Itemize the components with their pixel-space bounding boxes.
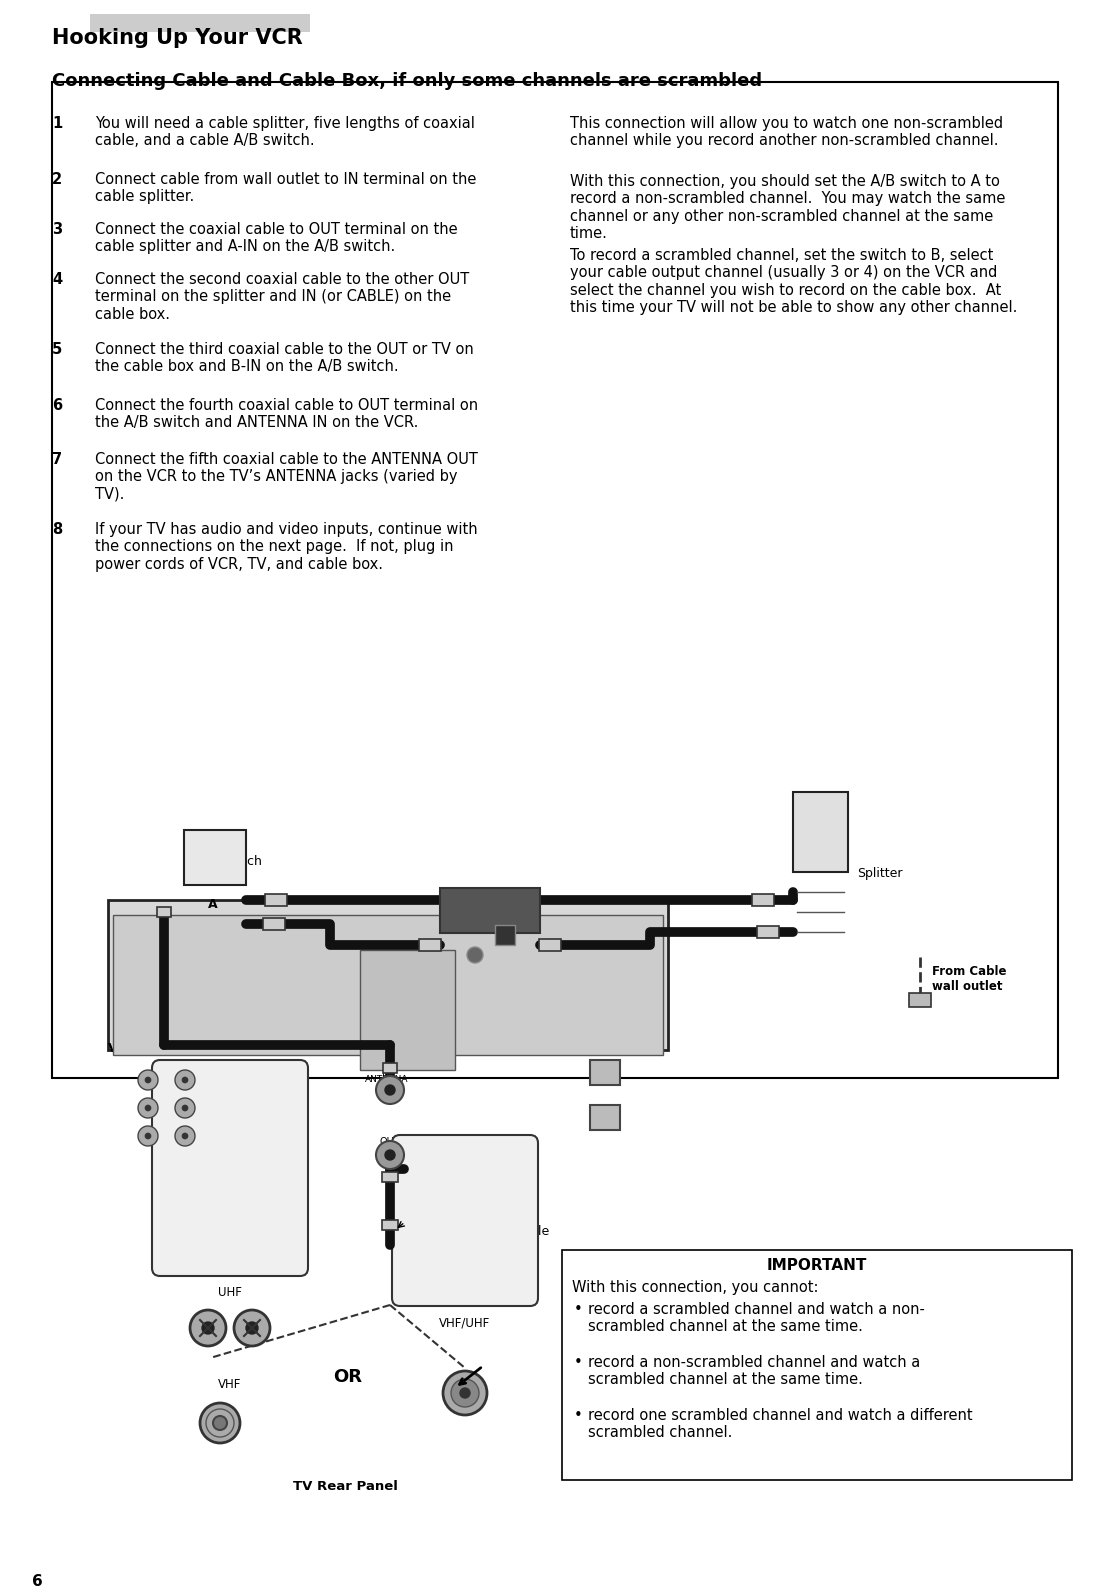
Circle shape [200, 1403, 240, 1443]
Bar [590, 1060, 620, 1085]
Text: •: • [574, 1301, 583, 1317]
Circle shape [176, 1098, 195, 1118]
Bar [91, 14, 310, 32]
Circle shape [138, 1126, 158, 1146]
Bar [184, 829, 246, 885]
Text: •: • [574, 1356, 583, 1370]
Text: VHF: VHF [219, 1378, 242, 1391]
Bar [113, 915, 664, 1055]
Circle shape [234, 1309, 270, 1346]
Text: 1: 1 [52, 116, 62, 130]
Bar [263, 918, 285, 931]
Circle shape [452, 1379, 479, 1406]
FancyBboxPatch shape [152, 1060, 308, 1276]
Circle shape [376, 1141, 404, 1169]
Text: OR: OR [333, 1368, 362, 1386]
Text: 6: 6 [32, 1573, 43, 1589]
Circle shape [460, 1387, 470, 1398]
Bar [265, 894, 287, 905]
Text: Connect cable from wall outlet to IN terminal on the
cable splitter.: Connect cable from wall outlet to IN ter… [95, 172, 476, 204]
Text: 7: 7 [52, 452, 62, 468]
Circle shape [202, 1322, 214, 1333]
Bar [108, 901, 668, 1050]
Circle shape [385, 1150, 395, 1160]
Text: IN: IN [382, 1072, 392, 1082]
Bar [495, 924, 514, 945]
Circle shape [182, 1077, 188, 1083]
Text: Connect the fifth coaxial cable to the ANTENNA OUT
on the VCR to the TV’s ANTENN: Connect the fifth coaxial cable to the A… [95, 452, 478, 501]
Text: With this connection, you cannot:: With this connection, you cannot: [572, 1281, 818, 1295]
Circle shape [145, 1077, 151, 1083]
Text: Cable box: Cable box [449, 996, 511, 1009]
Text: OUT: OUT [438, 983, 461, 993]
Text: 5: 5 [52, 342, 62, 356]
Text: IN: IN [524, 983, 535, 993]
Circle shape [176, 1071, 195, 1090]
Circle shape [145, 1106, 151, 1111]
Bar [157, 907, 171, 916]
Text: Connect the second coaxial cable to the other OUT
terminal on the splitter and I: Connect the second coaxial cable to the … [95, 272, 469, 321]
Text: •: • [574, 1408, 583, 1422]
Bar [909, 993, 931, 1007]
Bar [382, 1220, 399, 1230]
Bar [52, 83, 1058, 1079]
Text: IMPORTANT: IMPORTANT [767, 1258, 867, 1273]
Bar [383, 1063, 397, 1072]
Text: To record a scrambled channel, set the switch to B, select
your cable output cha: To record a scrambled channel, set the s… [570, 248, 1018, 315]
Bar [420, 939, 440, 951]
Text: Connect the third coaxial cable to the OUT or TV on
the cable box and B-IN on th: Connect the third coaxial cable to the O… [95, 342, 474, 374]
Text: A: A [209, 897, 217, 912]
Text: 8: 8 [52, 522, 62, 538]
Text: VHF/UHF: VHF/UHF [439, 1316, 490, 1328]
Text: Hooking Up Your VCR: Hooking Up Your VCR [52, 29, 302, 48]
Text: You will need a cable splitter, five lengths of coaxial
cable, and a cable A/B s: You will need a cable splitter, five len… [95, 116, 475, 148]
Text: TV Rear Panel: TV Rear Panel [293, 1480, 397, 1492]
Text: From Cable
wall outlet: From Cable wall outlet [932, 966, 1007, 993]
FancyBboxPatch shape [392, 1134, 538, 1306]
Circle shape [385, 1085, 395, 1095]
Text: record a scrambled channel and watch a non-
scrambled channel at the same time.: record a scrambled channel and watch a n… [588, 1301, 925, 1335]
Bar [360, 950, 455, 1071]
Circle shape [182, 1106, 188, 1111]
Circle shape [138, 1071, 158, 1090]
Circle shape [467, 947, 484, 963]
Circle shape [376, 1076, 404, 1104]
Text: 3: 3 [52, 223, 62, 237]
Text: If your TV has audio and video inputs, continue with
the connections on the next: If your TV has audio and video inputs, c… [95, 522, 478, 571]
Bar [590, 1106, 620, 1130]
Circle shape [176, 1126, 195, 1146]
Text: With this connection, you should set the A/B switch to A to
record a non-scrambl: With this connection, you should set the… [570, 173, 1006, 242]
Bar [793, 792, 848, 872]
Circle shape [190, 1309, 226, 1346]
Text: 6: 6 [52, 398, 62, 414]
Text: Splitter: Splitter [858, 867, 903, 880]
Text: 2: 2 [52, 172, 62, 188]
Circle shape [138, 1098, 158, 1118]
Circle shape [443, 1371, 487, 1414]
Text: This connection will allow you to watch one non-scrambled
channel while you reco: This connection will allow you to watch … [570, 116, 1004, 148]
Text: supplied coaxial cable: supplied coaxial cable [410, 1225, 550, 1238]
Text: VCR Rear Panel: VCR Rear Panel [108, 1042, 224, 1055]
Text: A/B Switch: A/B Switch [195, 854, 262, 867]
Text: OUT: OUT [380, 1138, 401, 1147]
Circle shape [145, 1133, 151, 1139]
Circle shape [246, 1322, 258, 1333]
Bar [382, 1173, 399, 1182]
Text: UHF: UHF [219, 1286, 242, 1298]
Text: Connect the fourth coaxial cable to OUT terminal on
the A/B switch and ANTENNA I: Connect the fourth coaxial cable to OUT … [95, 398, 478, 431]
Text: Connecting Cable and Cable Box, if only some channels are scrambled: Connecting Cable and Cable Box, if only … [52, 72, 762, 91]
Text: 4: 4 [52, 272, 62, 286]
Bar [752, 894, 774, 905]
Text: record one scrambled channel and watch a different
scrambled channel.: record one scrambled channel and watch a… [588, 1408, 973, 1440]
Text: record a non-scrambled channel and watch a
scrambled channel at the same time.: record a non-scrambled channel and watch… [588, 1356, 921, 1387]
Text: B: B [209, 923, 217, 936]
Bar [756, 926, 778, 939]
Bar [539, 939, 561, 951]
Circle shape [182, 1133, 188, 1139]
Text: Connect the coaxial cable to OUT terminal on the
cable splitter and A-IN on the : Connect the coaxial cable to OUT termina… [95, 223, 458, 255]
Bar [562, 1251, 1072, 1480]
Circle shape [213, 1416, 227, 1430]
Text: ANTENNA: ANTENNA [365, 1076, 408, 1083]
Bar [440, 888, 540, 932]
